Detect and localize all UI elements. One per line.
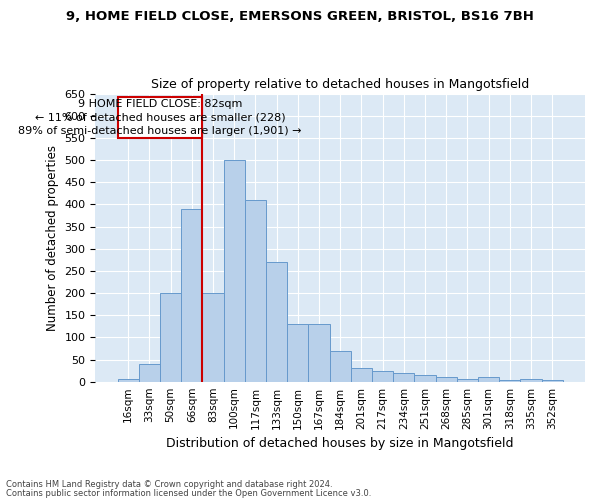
Text: ← 11% of detached houses are smaller (228): ← 11% of detached houses are smaller (22… [35, 112, 286, 122]
Text: 9 HOME FIELD CLOSE: 82sqm: 9 HOME FIELD CLOSE: 82sqm [78, 99, 242, 109]
Bar [329, 350, 351, 382]
Bar [372, 370, 393, 382]
Bar [415, 375, 436, 382]
Bar [436, 377, 457, 382]
Bar [308, 324, 329, 382]
Bar [160, 293, 181, 382]
Bar [224, 160, 245, 382]
Bar [520, 380, 542, 382]
Bar [181, 209, 202, 382]
Bar [542, 380, 563, 382]
Bar [393, 373, 415, 382]
X-axis label: Distribution of detached houses by size in Mangotsfield: Distribution of detached houses by size … [166, 437, 514, 450]
Bar [118, 96, 202, 138]
Bar [478, 377, 499, 382]
Text: 89% of semi-detached houses are larger (1,901) →: 89% of semi-detached houses are larger (… [18, 126, 302, 136]
Bar [457, 380, 478, 382]
Bar [118, 380, 139, 382]
Title: Size of property relative to detached houses in Mangotsfield: Size of property relative to detached ho… [151, 78, 529, 91]
Text: 9, HOME FIELD CLOSE, EMERSONS GREEN, BRISTOL, BS16 7BH: 9, HOME FIELD CLOSE, EMERSONS GREEN, BRI… [66, 10, 534, 23]
Text: Contains public sector information licensed under the Open Government Licence v3: Contains public sector information licen… [6, 488, 371, 498]
Y-axis label: Number of detached properties: Number of detached properties [46, 144, 59, 330]
Bar [351, 368, 372, 382]
Bar [139, 364, 160, 382]
Bar [287, 324, 308, 382]
Bar [266, 262, 287, 382]
Bar [245, 200, 266, 382]
Bar [202, 293, 224, 382]
Bar [499, 380, 520, 382]
Text: Contains HM Land Registry data © Crown copyright and database right 2024.: Contains HM Land Registry data © Crown c… [6, 480, 332, 489]
